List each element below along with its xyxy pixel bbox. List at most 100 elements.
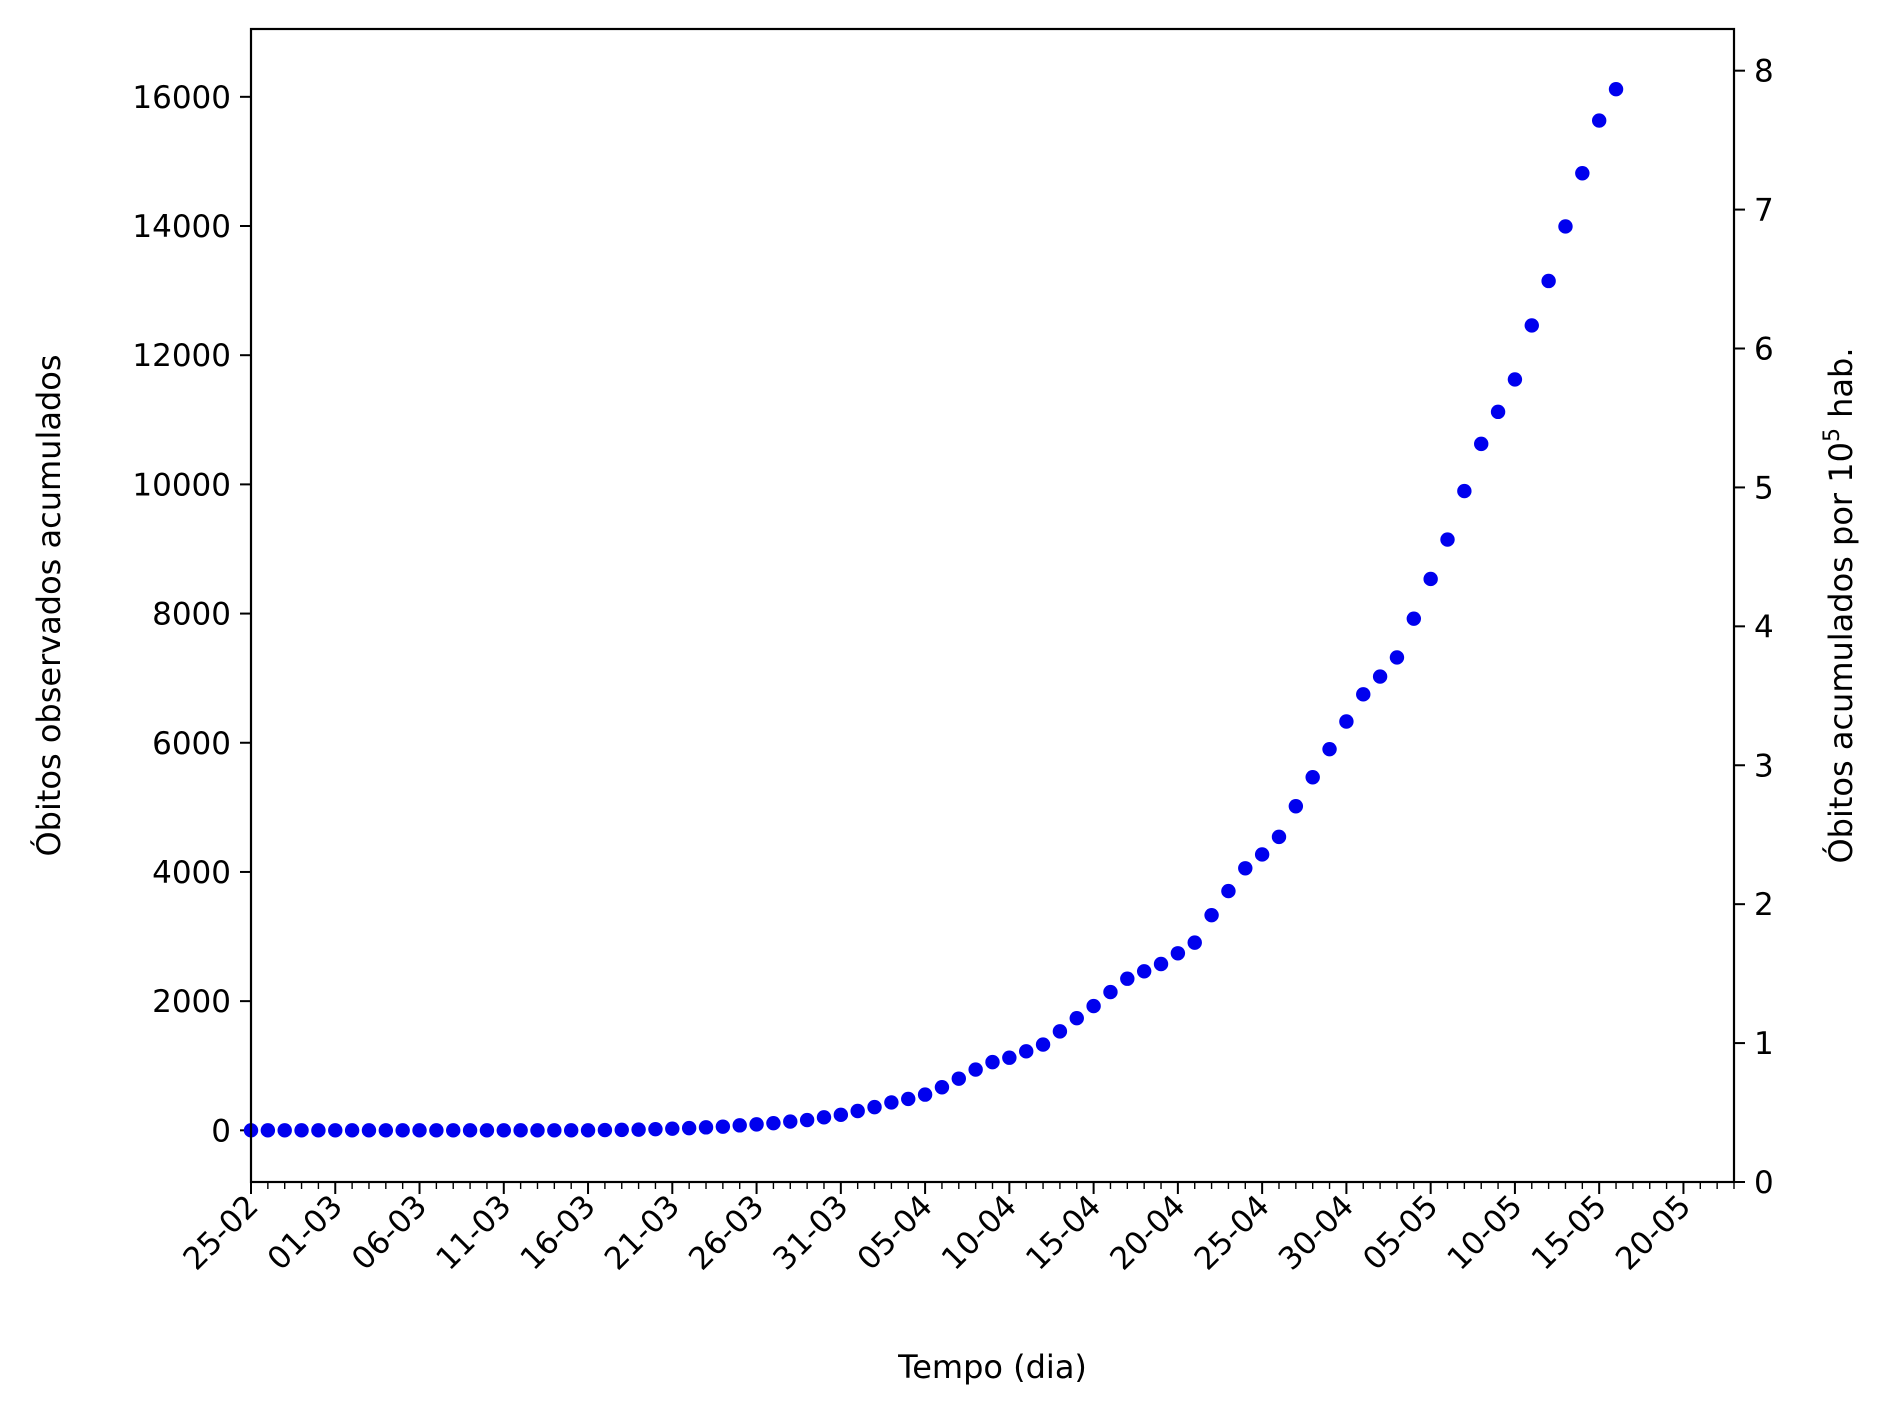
data-point: [260, 1123, 276, 1138]
y-left-tick-label: 6000: [152, 726, 231, 762]
data-point: [1507, 372, 1523, 387]
x-tick-label: 30-04: [1272, 1188, 1361, 1277]
data-point: [631, 1122, 646, 1137]
data-point: [547, 1123, 562, 1138]
y-left-tick-label: 14000: [132, 209, 231, 245]
data-point: [1608, 82, 1624, 97]
data-point: [1035, 1037, 1051, 1052]
data-point: [1019, 1044, 1034, 1059]
data-point: [1356, 687, 1371, 702]
x-axis-title: Tempo (dia): [897, 1348, 1087, 1386]
data-point: [395, 1123, 410, 1138]
data-point: [917, 1087, 933, 1102]
data-point: [1541, 273, 1556, 289]
data-point: [901, 1091, 916, 1107]
data-point: [462, 1123, 478, 1138]
y-left-tick-label: 12000: [132, 338, 231, 374]
x-tick-label: 15-05: [1525, 1188, 1614, 1277]
data-point: [1221, 883, 1236, 899]
data-point: [766, 1115, 781, 1131]
data-point: [496, 1123, 511, 1138]
data-point: [951, 1071, 966, 1086]
data-point: [344, 1123, 360, 1138]
right-y-axis-title-suffix: hab.: [1822, 347, 1860, 428]
y-right-tick-label: 6: [1754, 332, 1774, 368]
data-point: [311, 1123, 326, 1138]
y-right-tick-label: 2: [1754, 887, 1774, 923]
data-point: [698, 1120, 714, 1135]
data-point: [479, 1123, 495, 1138]
right-y-axis-title-prefix: Óbitos acumulados por 10: [1821, 442, 1860, 863]
data-point: [1406, 611, 1422, 626]
data-point: [429, 1123, 444, 1138]
data-point: [732, 1118, 747, 1133]
data-point: [1440, 532, 1455, 547]
x-tick-label: 10-05: [1440, 1188, 1529, 1277]
y-right-tick-label: 4: [1754, 609, 1774, 645]
y-left-tick-label: 4000: [152, 855, 231, 891]
data-point: [1474, 436, 1489, 452]
data-point: [1575, 166, 1590, 181]
x-tick-label: 25-04: [1188, 1188, 1277, 1277]
data-point: [1170, 946, 1186, 961]
data-point: [934, 1080, 950, 1095]
x-tick-label: 15-04: [1019, 1188, 1108, 1277]
y-right-tick-label: 8: [1754, 54, 1774, 90]
data-point: [867, 1099, 882, 1115]
data-point: [1457, 483, 1472, 499]
y-left-tick-label: 2000: [152, 984, 231, 1020]
x-tick-label: 25-02: [176, 1188, 265, 1277]
x-tick-label: 10-04: [935, 1188, 1024, 1277]
left-y-axis: 0 2000 4000 6000 8000 10000 12000 14000 16000: [132, 80, 251, 1149]
data-point: [580, 1123, 596, 1138]
data-point: [884, 1095, 899, 1110]
data-point: [1524, 318, 1539, 333]
data-point: [833, 1107, 849, 1123]
data-point: [1339, 714, 1354, 729]
data-point: [1591, 113, 1607, 128]
data-point: [1305, 770, 1320, 785]
data-point: [597, 1122, 613, 1138]
data-point: [783, 1114, 798, 1129]
data-point: [1558, 219, 1573, 234]
x-tick-label: 05-04: [851, 1188, 940, 1277]
x-tick-label: 06-03: [345, 1188, 434, 1277]
data-point: [1153, 956, 1169, 972]
data-point: [665, 1121, 680, 1136]
data-point: [985, 1054, 1000, 1070]
data-point: [1490, 404, 1506, 420]
data-point: [648, 1121, 663, 1137]
x-tick-label: 20-05: [1609, 1188, 1698, 1277]
data-point: [1372, 669, 1388, 684]
data-point: [1052, 1024, 1068, 1039]
x-tick-label: 01-03: [261, 1188, 350, 1277]
data-point: [1423, 571, 1438, 587]
x-tick-label: 26-03: [682, 1188, 771, 1277]
data-point: [681, 1120, 697, 1136]
x-tick-label: 16-03: [514, 1188, 603, 1277]
data-point: [328, 1123, 343, 1138]
data-point: [277, 1123, 292, 1138]
y-left-tick-label: 8000: [152, 597, 231, 633]
plot-frame: [249, 27, 1736, 1184]
y-left-tick-label: 0: [211, 1113, 231, 1149]
data-point: [850, 1103, 865, 1119]
data-point: [1254, 847, 1270, 862]
data-point: [749, 1117, 764, 1132]
data-point: [1103, 984, 1118, 1000]
y-right-tick-label: 5: [1754, 470, 1774, 506]
data-point: [715, 1119, 731, 1134]
y-left-tick-label: 16000: [132, 80, 231, 116]
data-point: [816, 1110, 832, 1125]
data-point: [1120, 971, 1135, 986]
data-point: [614, 1122, 629, 1138]
right-y-axis-title: Óbitos acumulados por 105 hab.: [1820, 347, 1860, 863]
y-right-tick-label: 7: [1754, 193, 1774, 229]
x-tick-label: 21-03: [598, 1188, 687, 1277]
data-point: [1187, 935, 1202, 950]
y-right-tick-label: 0: [1754, 1165, 1774, 1201]
data-point: [294, 1123, 309, 1138]
data-point: [1271, 829, 1287, 845]
data-point: [530, 1123, 545, 1138]
